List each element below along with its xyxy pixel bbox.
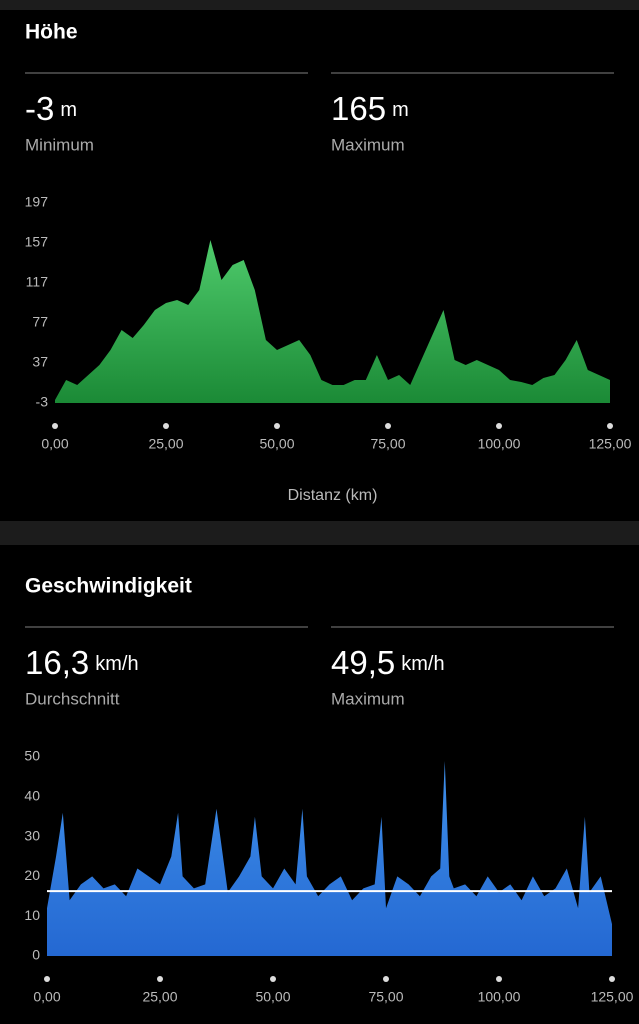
x-tick-dot [385,423,391,429]
y-tick-label: 37 [32,354,48,370]
stat-label: Maximum [331,135,405,154]
x-tick-label: 75,00 [370,436,405,452]
x-tick-label: 50,00 [259,436,294,452]
y-tick-label: 157 [25,234,49,250]
x-tick-dot [270,976,276,982]
stat-value: 16,3 km/h [25,644,139,681]
stat-number: 49,5 [331,644,395,681]
stat-value: -3 m [25,90,77,127]
y-tick-label: -3 [36,394,49,410]
x-tick-label: 0,00 [41,436,68,452]
stat-number: 165 [331,90,386,127]
x-tick-dot [274,423,280,429]
x-tick-label: 125,00 [589,436,632,452]
x-tick-dot [496,976,502,982]
y-tick-label: 10 [24,907,40,923]
x-tick-label: 100,00 [478,436,521,452]
x-tick-dot [52,423,58,429]
stat-number: 16,3 [25,644,89,681]
stat-unit: m [60,99,77,121]
x-tick-label: 125,00 [591,989,634,1005]
x-tick-label: 25,00 [142,989,177,1005]
stat-value: 165 m [331,90,409,127]
stat-value: 49,5 km/h [331,644,445,681]
stat-label: Maximum [331,689,405,708]
x-axis-label: Distanz (km) [288,487,378,504]
x-tick-dot [609,976,615,982]
stat-unit: m [392,99,409,121]
y-tick-label: 0 [32,947,40,963]
x-tick-label: 100,00 [478,989,521,1005]
x-tick-label: 50,00 [255,989,290,1005]
panel-title: Höhe [25,21,78,44]
x-tick-label: 75,00 [368,989,403,1005]
x-tick-dot [607,423,613,429]
panel-title: Geschwindigkeit [25,575,192,598]
x-tick-label: 0,00 [33,989,60,1005]
stat-label: Minimum [25,135,94,154]
y-tick-label: 20 [24,867,40,883]
stat-number: -3 [25,90,54,127]
section-band [0,521,639,545]
x-tick-label: 25,00 [148,436,183,452]
y-tick-label: 30 [24,827,40,843]
x-tick-dot [44,976,50,982]
y-tick-label: 77 [32,314,48,330]
area [55,240,610,403]
y-tick-label: 117 [26,274,49,290]
x-tick-dot [157,976,163,982]
stat-unit: km/h [95,653,138,675]
x-tick-dot [496,423,502,429]
stat-label: Durchschnitt [25,689,120,708]
area [47,760,612,956]
y-tick-label: 50 [24,748,40,764]
stat-unit: km/h [401,653,444,675]
y-tick-label: 197 [25,194,49,210]
x-tick-dot [383,976,389,982]
x-tick-dot [163,423,169,429]
y-tick-label: 40 [24,788,40,804]
section-band [0,0,639,10]
